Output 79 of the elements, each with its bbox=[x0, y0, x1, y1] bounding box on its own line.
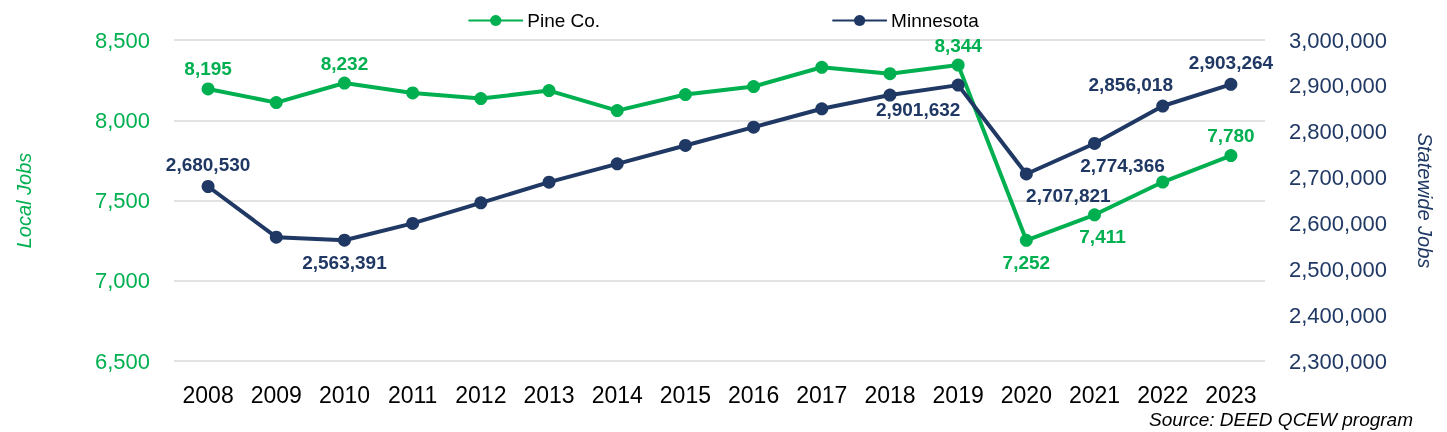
point bbox=[951, 78, 965, 92]
x-tick-label: 2008 bbox=[182, 381, 234, 408]
y-tick-label: 7,500 bbox=[94, 188, 150, 213]
data-label: 8,232 bbox=[320, 52, 369, 74]
point bbox=[1088, 136, 1102, 150]
point bbox=[1088, 208, 1102, 222]
x-tick-label: 2016 bbox=[728, 381, 780, 408]
y-tick-label: 8,500 bbox=[94, 27, 150, 53]
x-tick-label: 2010 bbox=[318, 381, 371, 408]
y-tick-label: 6,500 bbox=[94, 348, 150, 374]
x-tick-label: 2013 bbox=[523, 381, 575, 408]
y-tick-label: 8,000 bbox=[94, 107, 150, 133]
y2-tick-label: 2,700,000 bbox=[1289, 165, 1387, 191]
data-label: 2,563,391 bbox=[302, 251, 388, 273]
point bbox=[883, 88, 897, 102]
x-tick-label: 2015 bbox=[659, 381, 711, 408]
y2-tick-label: 2,900,000 bbox=[1289, 73, 1387, 99]
x-tick-label: 2012 bbox=[455, 381, 507, 408]
source-note: Source: DEED QCEW program bbox=[1149, 409, 1414, 430]
point bbox=[406, 216, 420, 230]
data-label: 7,780 bbox=[1207, 125, 1255, 147]
x-tick-label: 2009 bbox=[250, 381, 302, 408]
x-tick-label: 2019 bbox=[932, 381, 984, 408]
point bbox=[678, 138, 692, 152]
data-label: 7,411 bbox=[1079, 226, 1127, 248]
point bbox=[815, 102, 829, 116]
data-label: 2,680,530 bbox=[165, 154, 251, 175]
point bbox=[883, 67, 897, 81]
data-label: 2,774,366 bbox=[1080, 154, 1165, 176]
y-axis-title: Local Jobs bbox=[13, 152, 35, 249]
point bbox=[337, 233, 351, 247]
legend-label: Minnesota bbox=[891, 10, 980, 31]
data-label: 8,344 bbox=[934, 34, 983, 56]
point bbox=[610, 157, 624, 171]
y2-tick-label: 2,800,000 bbox=[1289, 119, 1387, 145]
point bbox=[951, 58, 965, 72]
y2-axis-title: Statewide Jobs bbox=[1414, 132, 1436, 269]
data-label: 8,195 bbox=[184, 58, 233, 80]
data-label: 2,856,018 bbox=[1088, 73, 1173, 95]
y2-tick-label: 2,300,000 bbox=[1289, 348, 1387, 374]
point bbox=[1019, 233, 1033, 247]
x-tick-label: 2023 bbox=[1205, 381, 1257, 408]
data-label: 2,707,821 bbox=[1026, 185, 1112, 207]
point bbox=[1224, 149, 1238, 163]
point bbox=[542, 175, 556, 189]
data-label: 2,903,264 bbox=[1188, 51, 1274, 73]
point bbox=[1224, 77, 1238, 91]
point bbox=[269, 230, 283, 244]
legend-label: Pine Co. bbox=[527, 10, 601, 31]
point bbox=[201, 180, 215, 193]
x-tick-label: 2022 bbox=[1137, 381, 1189, 408]
point bbox=[337, 76, 351, 90]
point bbox=[1156, 99, 1170, 113]
point bbox=[474, 92, 488, 106]
point bbox=[1019, 167, 1033, 181]
y2-tick-label: 2,600,000 bbox=[1289, 210, 1387, 236]
point bbox=[815, 60, 829, 74]
point bbox=[610, 104, 624, 118]
y-tick-label: 7,000 bbox=[94, 268, 150, 294]
y2-tick-label: 2,500,000 bbox=[1289, 256, 1387, 282]
point bbox=[1156, 175, 1170, 189]
point bbox=[678, 88, 692, 102]
x-tick-label: 2017 bbox=[796, 381, 848, 408]
data-label: 7,252 bbox=[1002, 251, 1051, 273]
x-tick-label: 2014 bbox=[591, 381, 644, 408]
point bbox=[201, 82, 215, 96]
y2-tick-label: 3,000,000 bbox=[1289, 27, 1387, 53]
data-label: 2,901,632 bbox=[875, 98, 961, 120]
point bbox=[747, 120, 761, 134]
x-tick-label: 2021 bbox=[1068, 381, 1121, 408]
x-tick-label: 2020 bbox=[1000, 381, 1052, 408]
point bbox=[269, 96, 283, 110]
x-tick-label: 2011 bbox=[387, 381, 438, 408]
point bbox=[542, 84, 556, 98]
point bbox=[406, 86, 420, 100]
x-tick-label: 2018 bbox=[864, 381, 916, 408]
point bbox=[747, 80, 761, 94]
y2-tick-label: 2,400,000 bbox=[1289, 302, 1387, 328]
point bbox=[474, 196, 488, 210]
